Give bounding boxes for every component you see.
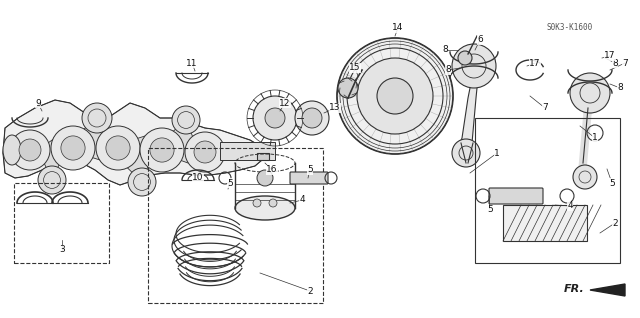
Text: 12: 12	[279, 99, 291, 107]
Text: 8: 8	[442, 45, 448, 54]
Text: 16: 16	[266, 165, 278, 175]
Circle shape	[172, 106, 200, 134]
Text: 2: 2	[307, 287, 313, 295]
Circle shape	[19, 139, 41, 161]
Text: 14: 14	[392, 24, 404, 32]
Polygon shape	[107, 136, 155, 182]
Polygon shape	[590, 284, 625, 296]
Circle shape	[253, 96, 297, 140]
Polygon shape	[62, 118, 110, 160]
Text: S0K3-K1600: S0K3-K1600	[547, 24, 593, 32]
Text: 17: 17	[529, 59, 541, 67]
Circle shape	[295, 101, 329, 135]
Text: 4: 4	[567, 202, 573, 211]
Text: 5: 5	[227, 178, 233, 188]
Polygon shape	[152, 120, 198, 163]
Text: 1: 1	[494, 149, 500, 157]
Circle shape	[452, 139, 480, 167]
Circle shape	[357, 58, 433, 134]
Circle shape	[458, 51, 472, 65]
Text: 4: 4	[299, 196, 305, 204]
Circle shape	[194, 141, 216, 163]
Circle shape	[185, 132, 225, 172]
Text: 8: 8	[617, 84, 623, 93]
Text: FR.: FR.	[564, 284, 585, 294]
Circle shape	[106, 136, 130, 160]
Circle shape	[570, 73, 610, 113]
Circle shape	[269, 199, 277, 207]
FancyBboxPatch shape	[257, 153, 269, 160]
Text: 7: 7	[542, 103, 548, 113]
Text: 2: 2	[612, 218, 618, 227]
Ellipse shape	[3, 135, 21, 165]
Circle shape	[253, 199, 261, 207]
Text: 17: 17	[604, 52, 616, 60]
Circle shape	[51, 126, 95, 170]
FancyBboxPatch shape	[503, 205, 587, 241]
Circle shape	[452, 44, 496, 88]
FancyBboxPatch shape	[290, 172, 328, 184]
Circle shape	[10, 130, 50, 170]
FancyBboxPatch shape	[489, 188, 543, 204]
Text: 3: 3	[59, 245, 65, 254]
Ellipse shape	[235, 196, 295, 220]
Circle shape	[82, 103, 112, 133]
Circle shape	[150, 138, 174, 162]
Text: 6: 6	[477, 36, 483, 45]
Circle shape	[257, 170, 273, 186]
Polygon shape	[460, 76, 478, 143]
Circle shape	[377, 78, 413, 114]
Text: 13: 13	[329, 103, 340, 113]
Circle shape	[38, 166, 66, 194]
Text: 10: 10	[192, 174, 204, 183]
FancyBboxPatch shape	[220, 142, 275, 160]
Text: 15: 15	[349, 64, 361, 73]
Circle shape	[128, 168, 156, 196]
Text: 5: 5	[307, 165, 313, 175]
Text: 8: 8	[612, 59, 618, 67]
Text: 11: 11	[186, 59, 198, 67]
Text: 5: 5	[609, 178, 615, 188]
Circle shape	[337, 38, 453, 154]
Text: 9: 9	[35, 99, 41, 107]
Circle shape	[338, 78, 358, 98]
Circle shape	[302, 108, 322, 128]
Circle shape	[265, 108, 285, 128]
Text: 1: 1	[592, 134, 598, 142]
Text: 5: 5	[487, 205, 493, 215]
Circle shape	[96, 126, 140, 170]
Circle shape	[573, 165, 597, 189]
Circle shape	[140, 128, 184, 172]
Polygon shape	[38, 138, 66, 180]
Circle shape	[61, 136, 85, 160]
Polygon shape	[3, 100, 265, 185]
Text: 7: 7	[622, 59, 628, 67]
Text: 8: 8	[445, 66, 451, 74]
